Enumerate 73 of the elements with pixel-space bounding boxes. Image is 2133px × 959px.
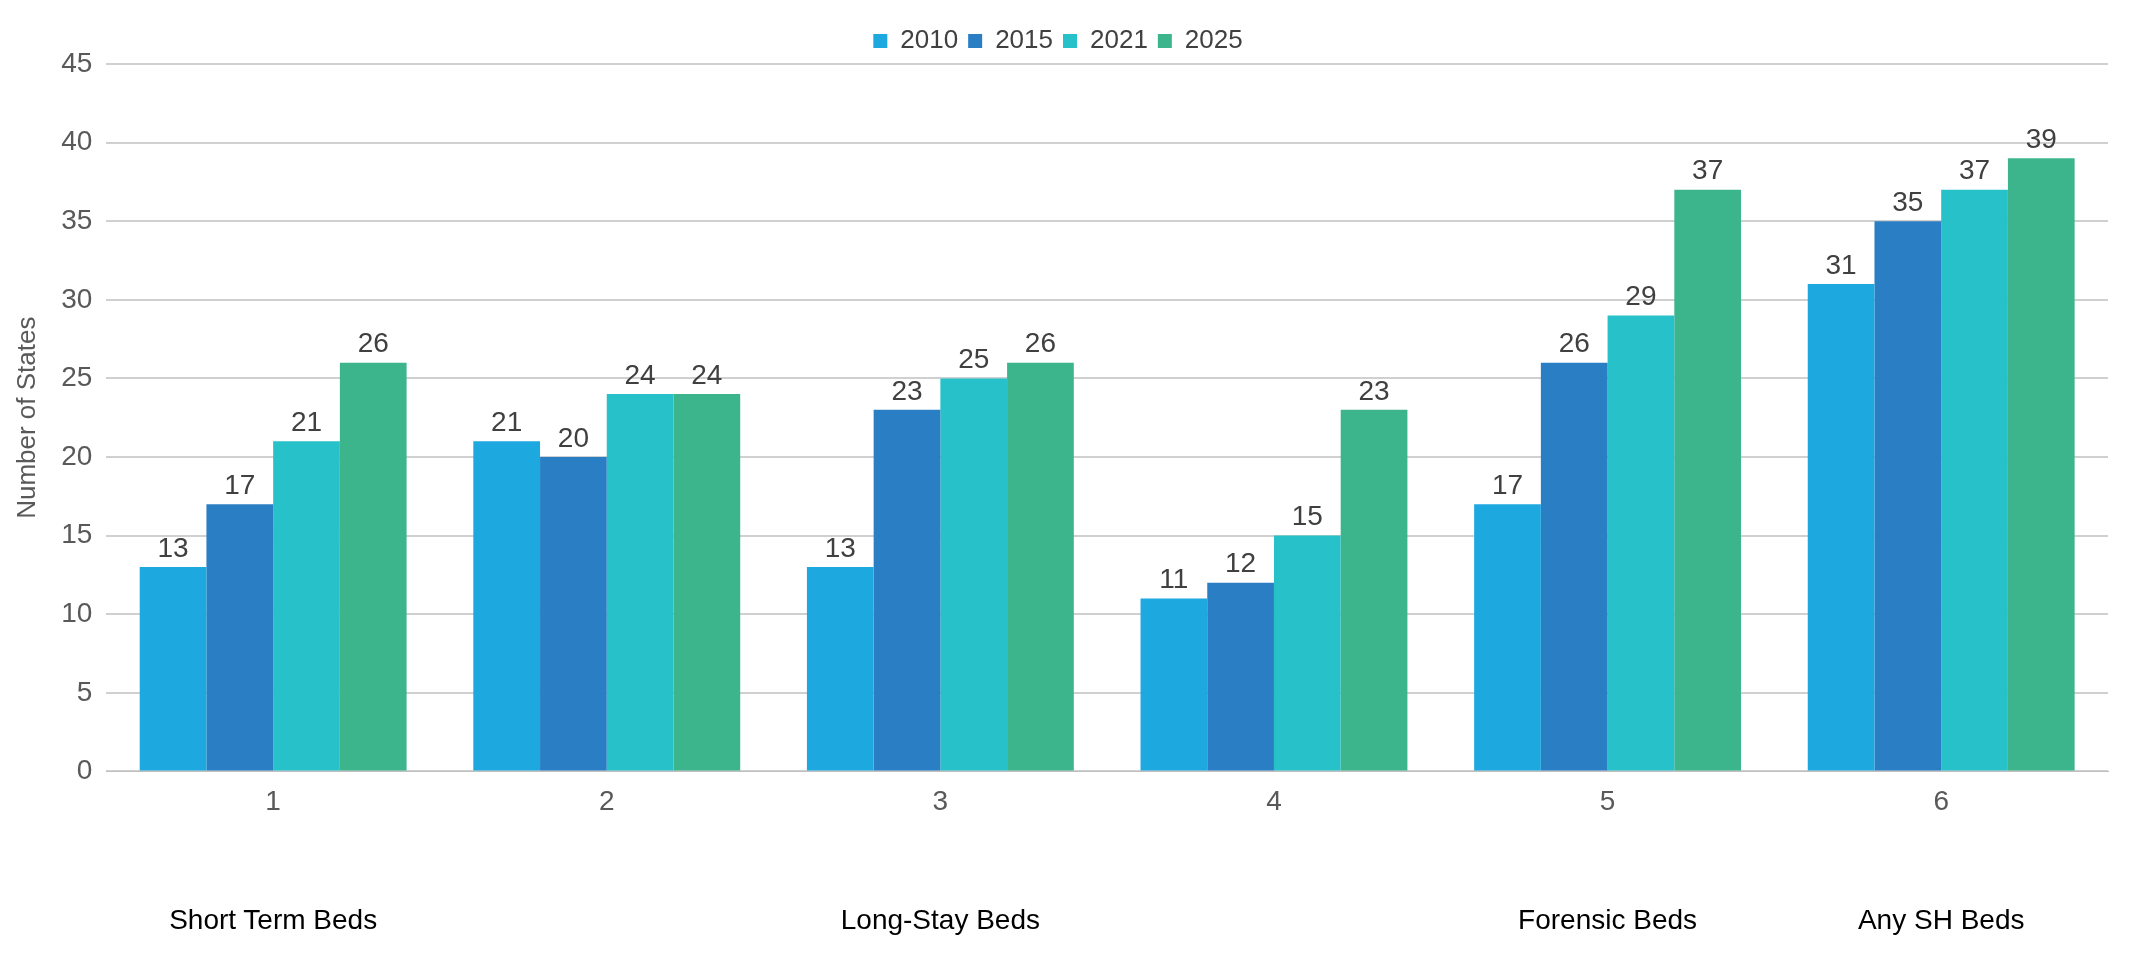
y-tick-label: 10 (61, 596, 93, 628)
bar (540, 457, 607, 771)
bar (606, 394, 674, 771)
text: Any SH Beds (1857, 904, 2025, 935)
y-tick-label: 0 (76, 754, 93, 786)
data-label: 37 (1692, 154, 1724, 186)
y-tick-label: 45 (61, 46, 93, 78)
y-tick-label: 40 (61, 125, 93, 157)
y-tick-label: 20 (61, 439, 93, 471)
bar (2007, 158, 2075, 771)
bar (339, 362, 407, 771)
data-label: 12 (1225, 547, 1257, 579)
data-label: 37 (1958, 154, 1991, 186)
data-label: 26 (1558, 327, 1590, 359)
data-label: 39 (2025, 123, 2057, 155)
data-label: 13 (824, 531, 856, 563)
legend-label: 2015 (995, 24, 1053, 55)
x-tick-label: 1 (265, 784, 281, 816)
bar (1140, 598, 1208, 771)
bar (1474, 504, 1541, 771)
bar (1007, 362, 1074, 771)
bar (1273, 535, 1341, 771)
y-tick-label: 15 (61, 518, 93, 550)
bar (1207, 582, 1274, 771)
legend-label: 2010 (900, 24, 959, 55)
y-tick-label: 5 (76, 675, 93, 707)
data-label: 31 (1825, 248, 1857, 280)
bar (940, 378, 1008, 771)
data-label: 26 (357, 327, 389, 359)
bar (206, 504, 274, 771)
x-tick-label: 2 (598, 784, 615, 816)
data-label: 25 (958, 343, 990, 375)
data-label: 35 (1892, 185, 1924, 217)
data-label: 26 (1024, 327, 1057, 359)
data-label: 17 (1491, 468, 1524, 500)
bar (873, 409, 941, 771)
data-label: 29 (1625, 280, 1657, 312)
bar (139, 567, 207, 771)
data-label: 13 (157, 531, 189, 563)
bar (1607, 315, 1675, 771)
data-label: 20 (557, 421, 589, 453)
data-label: 17 (224, 468, 256, 500)
text: Short Term Beds (169, 904, 378, 935)
bar (1807, 284, 1875, 771)
bar (673, 394, 741, 771)
data-label: 21 (290, 406, 323, 437)
y-axis-title: Number of States (10, 316, 41, 519)
y-tick-label: 35 (61, 203, 93, 235)
x-tick-label: 4 (1266, 784, 1282, 816)
x-tick-label: 5 (1599, 784, 1616, 816)
data-label: 24 (691, 358, 723, 390)
bar (1674, 189, 1742, 771)
y-tick-label: 25 (61, 361, 93, 393)
bar (273, 441, 340, 771)
bar (1540, 362, 1608, 771)
bar (1340, 409, 1408, 771)
data-label: 15 (1291, 500, 1323, 532)
bar (806, 567, 874, 771)
data-label: 23 (891, 374, 923, 406)
x-tick-label: 6 (1933, 784, 1949, 816)
data-label: 23 (1358, 374, 1390, 406)
data-label: 11 (1159, 563, 1189, 595)
data-label: 21 (491, 406, 523, 437)
y-tick-label: 30 (61, 282, 93, 314)
text: Forensic Beds (1518, 904, 1698, 935)
legend-label: 2025 (1184, 24, 1243, 55)
legend-label: 2021 (1090, 24, 1148, 55)
data-label: 24 (624, 358, 656, 390)
text: Long-Stay Beds (840, 904, 1040, 935)
bar (1941, 189, 2008, 771)
bar (473, 441, 541, 771)
bar (1874, 221, 1942, 771)
x-tick-label: 3 (932, 784, 949, 816)
